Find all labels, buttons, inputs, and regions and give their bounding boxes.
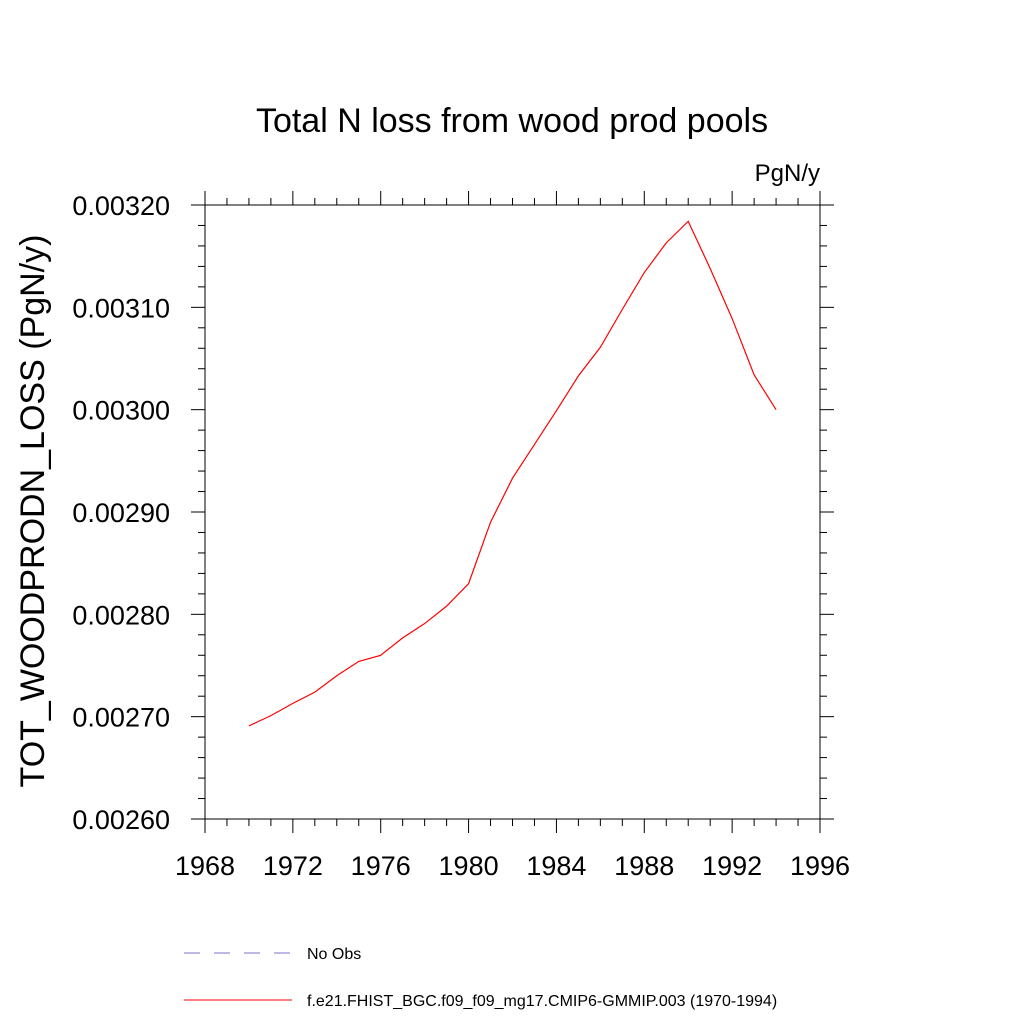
- x-tick-labels: 1968 1972 1976 1980 1984 1988 1992 1996: [175, 851, 850, 881]
- legend: No Obs f.e21.FHIST_BGC.f09_f09_mg17.CMIP6…: [184, 946, 777, 1010]
- x-tick-label: 1996: [790, 851, 850, 881]
- plot-frame: [204, 204, 821, 820]
- chart-title: Total N loss from wood prod pools: [256, 102, 768, 140]
- y-tick-label: 0.00280: [72, 600, 170, 630]
- y-tick-label: 0.00300: [72, 396, 170, 426]
- y-axis-label: TOT_WOODPRODN_LOSS (PgN/y): [14, 235, 52, 788]
- x-tick-label: 1968: [175, 851, 235, 881]
- legend-label: No Obs: [307, 946, 361, 963]
- series-group: [248, 220, 777, 727]
- x-tick-label: 1992: [702, 851, 762, 881]
- x-tick-label: 1972: [263, 851, 323, 881]
- y-tick-label: 0.00290: [72, 498, 170, 528]
- y-tick-label: 0.00310: [72, 293, 170, 323]
- x-tick-label: 1976: [351, 851, 411, 881]
- series-line: [248, 220, 777, 727]
- y-tick-label: 0.00270: [72, 703, 170, 733]
- x-tick-label: 1988: [614, 851, 674, 881]
- x-tick-label: 1980: [439, 851, 499, 881]
- axis-ticks: [191, 191, 834, 833]
- legend-label: f.e21.FHIST_BGC.f09_f09_mg17.CMIP6-GMMIP…: [307, 993, 777, 1010]
- y-tick-label: 0.00320: [72, 191, 170, 221]
- units-label: PgN/y: [755, 160, 820, 187]
- x-tick-label: 1984: [526, 851, 586, 881]
- y-tick-labels: 0.00260 0.00270 0.00280 0.00290 0.00300 0.003…: [72, 191, 170, 835]
- y-tick-label: 0.00260: [72, 805, 170, 835]
